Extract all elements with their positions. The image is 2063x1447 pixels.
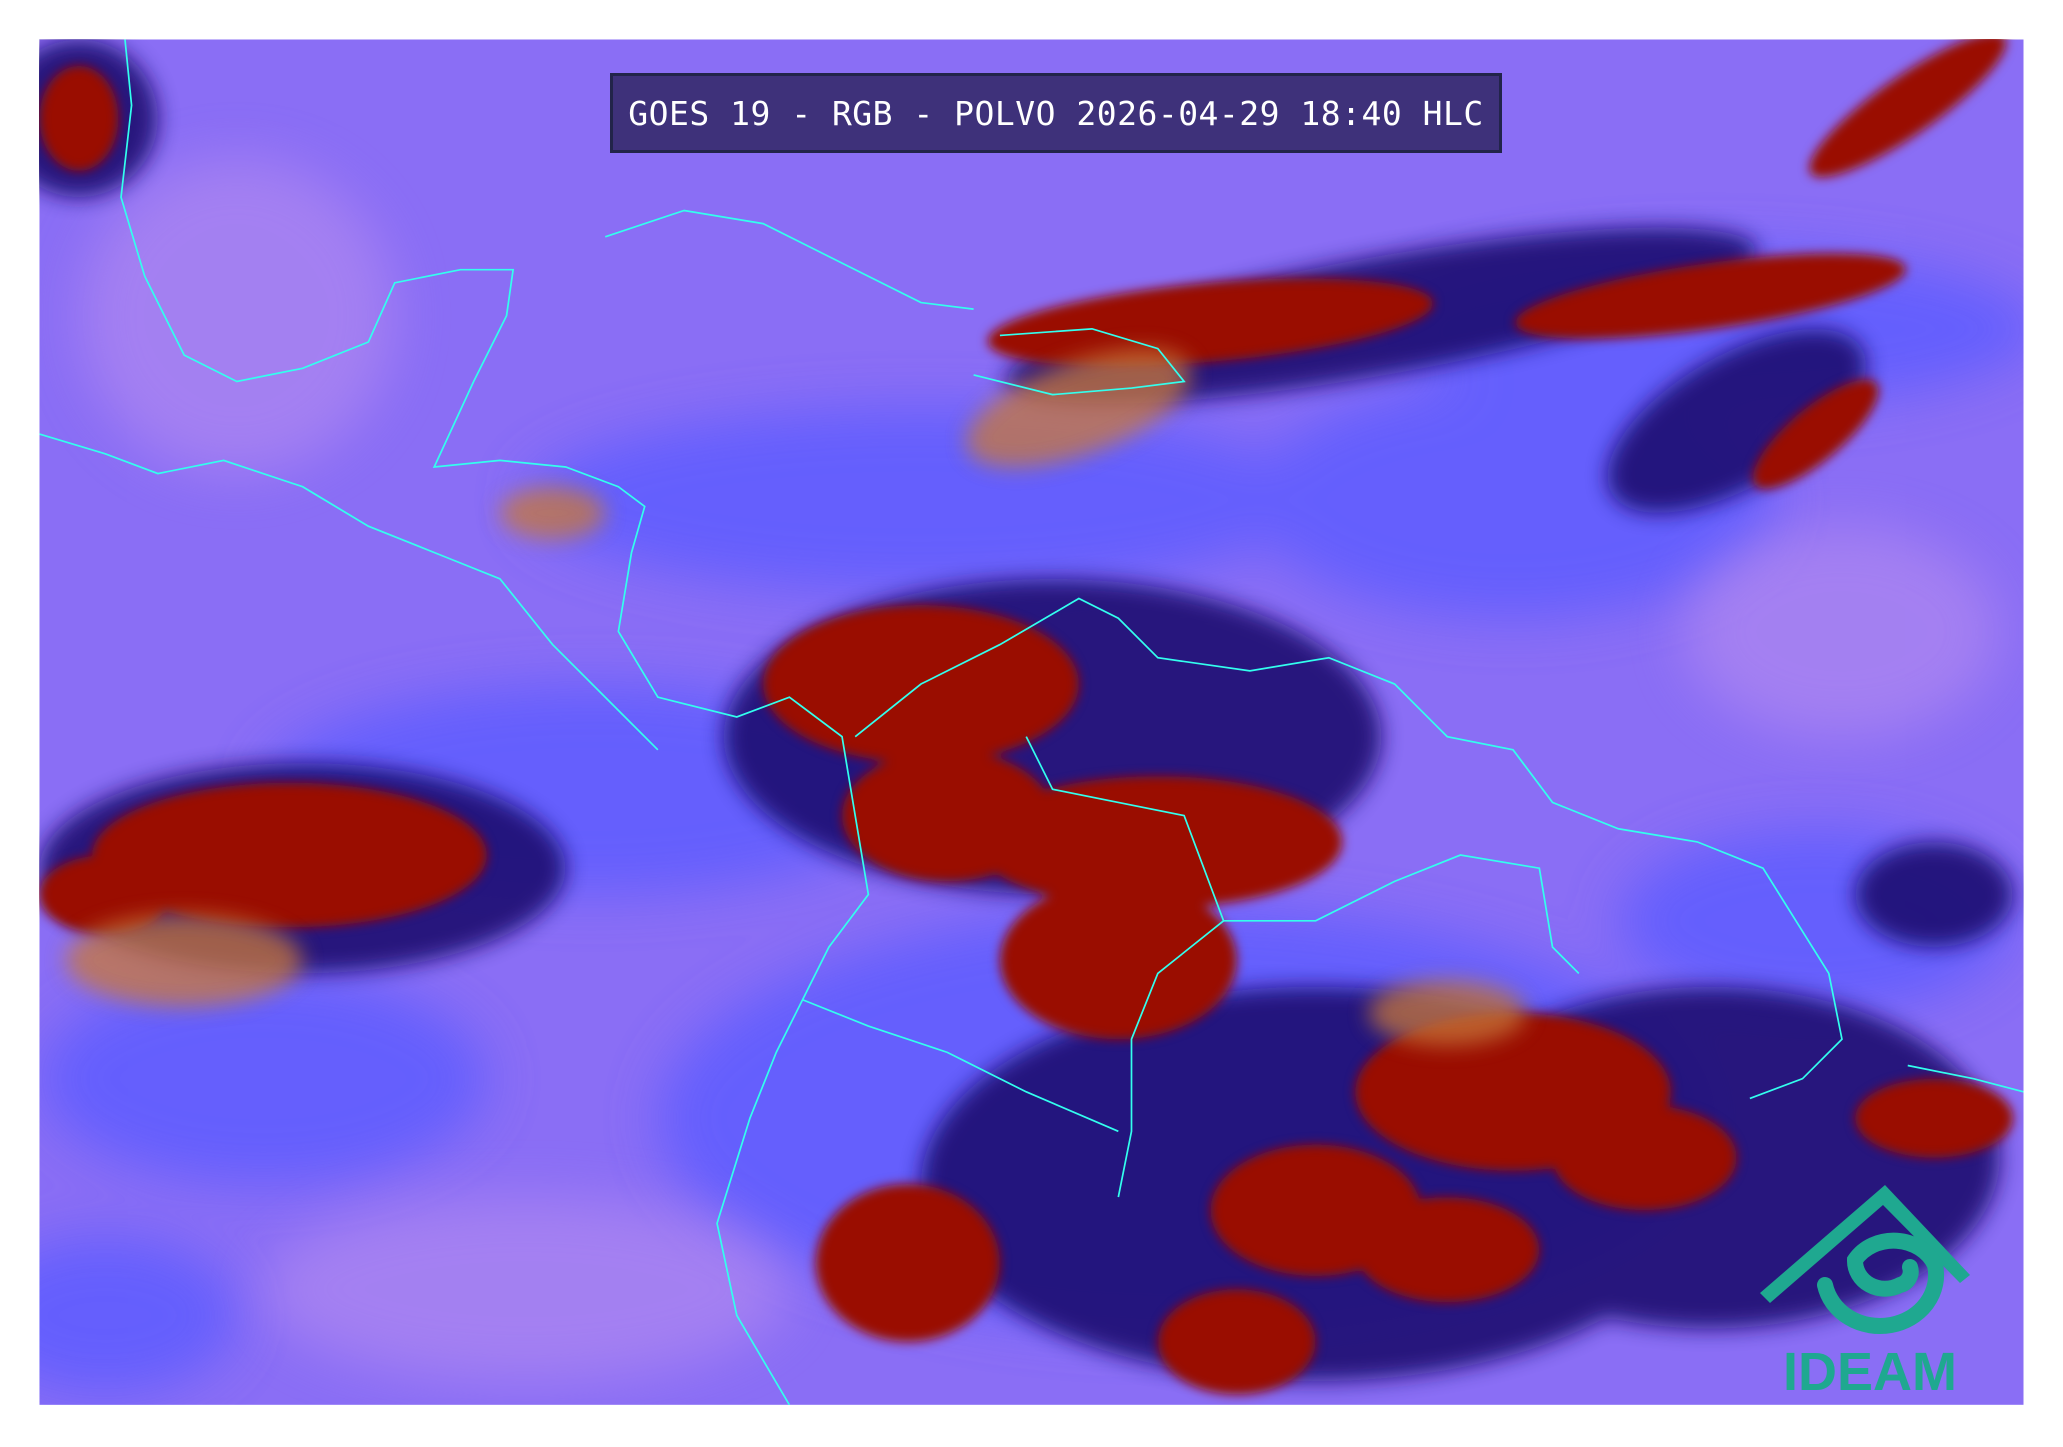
title-banner: GOES 19 - RGB - POLVO 2026-04-29 18:40 H… — [610, 73, 1502, 153]
pinkish-clear-areas — [78, 157, 2000, 1382]
ideam-logo-text: IDEAM — [1783, 1342, 1957, 1402]
ideam-logo-icon — [1760, 1185, 1970, 1334]
coastlines-borders — [39, 39, 2024, 1405]
dust-orange — [65, 348, 1527, 1046]
title-text: GOES 19 - RGB - POLVO 2026-04-29 18:40 H… — [628, 93, 1484, 133]
